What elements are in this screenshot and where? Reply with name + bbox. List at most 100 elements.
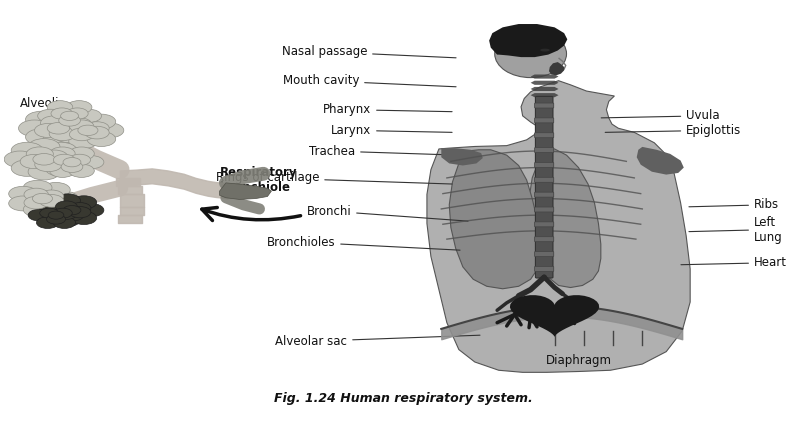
- Circle shape: [28, 209, 51, 221]
- Circle shape: [54, 128, 83, 143]
- Circle shape: [11, 160, 43, 176]
- Text: Diaphragm: Diaphragm: [546, 354, 612, 367]
- Circle shape: [61, 209, 84, 221]
- Circle shape: [24, 188, 48, 201]
- Circle shape: [53, 154, 75, 165]
- Text: Heart: Heart: [681, 256, 787, 269]
- Circle shape: [52, 151, 84, 168]
- FancyBboxPatch shape: [534, 252, 554, 257]
- Circle shape: [42, 208, 68, 221]
- Text: Trachea: Trachea: [309, 144, 456, 157]
- Circle shape: [66, 118, 92, 131]
- Text: Bronchioles: Bronchioles: [267, 235, 460, 250]
- Text: Uvula: Uvula: [601, 109, 720, 122]
- Circle shape: [76, 109, 102, 122]
- Circle shape: [78, 156, 104, 169]
- Polygon shape: [530, 93, 559, 97]
- FancyBboxPatch shape: [534, 118, 554, 123]
- Circle shape: [27, 147, 53, 161]
- Circle shape: [87, 114, 116, 129]
- FancyBboxPatch shape: [534, 266, 554, 271]
- FancyBboxPatch shape: [535, 96, 553, 278]
- Polygon shape: [529, 149, 600, 287]
- Circle shape: [56, 201, 77, 212]
- Circle shape: [45, 142, 77, 159]
- Circle shape: [11, 142, 43, 159]
- Polygon shape: [219, 183, 272, 200]
- Circle shape: [35, 124, 61, 138]
- Circle shape: [53, 202, 76, 214]
- Circle shape: [69, 206, 91, 218]
- Circle shape: [60, 129, 91, 145]
- Polygon shape: [449, 150, 540, 289]
- FancyBboxPatch shape: [534, 207, 554, 212]
- Text: Nasal passage: Nasal passage: [281, 45, 456, 58]
- Text: Alveolar sac: Alveolar sac: [276, 335, 480, 348]
- Text: Pharynx: Pharynx: [323, 103, 452, 116]
- Text: Bronchi: Bronchi: [306, 205, 468, 221]
- FancyBboxPatch shape: [534, 222, 554, 227]
- Circle shape: [85, 126, 109, 139]
- Circle shape: [50, 147, 75, 160]
- Circle shape: [69, 134, 98, 149]
- Circle shape: [69, 128, 93, 141]
- Circle shape: [56, 208, 77, 219]
- Circle shape: [20, 154, 48, 168]
- Circle shape: [42, 200, 70, 215]
- Circle shape: [51, 108, 73, 119]
- FancyBboxPatch shape: [534, 103, 554, 108]
- Circle shape: [24, 196, 48, 209]
- Polygon shape: [530, 81, 559, 85]
- Circle shape: [53, 217, 76, 228]
- Circle shape: [48, 211, 64, 219]
- Circle shape: [32, 193, 52, 204]
- Circle shape: [78, 125, 98, 135]
- Circle shape: [55, 194, 81, 207]
- FancyBboxPatch shape: [534, 162, 554, 168]
- Text: Alveoli: Alveoli: [20, 97, 60, 110]
- Circle shape: [66, 100, 92, 114]
- Circle shape: [33, 154, 56, 165]
- Circle shape: [40, 156, 65, 169]
- Text: Left
Lung: Left Lung: [689, 216, 783, 243]
- Circle shape: [45, 160, 77, 176]
- Circle shape: [23, 202, 52, 217]
- Circle shape: [69, 147, 94, 160]
- Circle shape: [23, 180, 52, 195]
- FancyBboxPatch shape: [534, 237, 554, 242]
- Circle shape: [59, 115, 81, 126]
- Circle shape: [39, 195, 64, 207]
- Circle shape: [28, 163, 60, 180]
- Polygon shape: [442, 148, 483, 165]
- Text: Mouth cavity: Mouth cavity: [283, 74, 456, 87]
- Circle shape: [35, 157, 62, 172]
- Circle shape: [61, 161, 83, 173]
- Circle shape: [69, 120, 93, 133]
- Circle shape: [9, 186, 37, 201]
- Circle shape: [66, 120, 98, 137]
- Circle shape: [69, 154, 90, 165]
- Circle shape: [54, 118, 83, 133]
- Circle shape: [63, 157, 81, 167]
- Circle shape: [39, 208, 59, 218]
- Circle shape: [48, 100, 73, 114]
- FancyBboxPatch shape: [534, 177, 554, 182]
- Circle shape: [55, 119, 82, 133]
- Circle shape: [53, 208, 73, 218]
- Circle shape: [40, 116, 68, 130]
- Polygon shape: [510, 295, 599, 337]
- Circle shape: [47, 214, 65, 224]
- Circle shape: [26, 111, 57, 128]
- Polygon shape: [549, 62, 564, 75]
- Circle shape: [95, 123, 124, 138]
- Ellipse shape: [553, 65, 561, 67]
- Polygon shape: [427, 81, 690, 372]
- FancyBboxPatch shape: [534, 148, 554, 153]
- Circle shape: [85, 122, 109, 134]
- Polygon shape: [637, 147, 683, 175]
- Circle shape: [69, 112, 98, 127]
- Text: Respiratory
bronchiole: Respiratory bronchiole: [219, 166, 297, 194]
- Text: Larynx: Larynx: [330, 124, 452, 137]
- Circle shape: [60, 111, 91, 128]
- Circle shape: [50, 164, 75, 177]
